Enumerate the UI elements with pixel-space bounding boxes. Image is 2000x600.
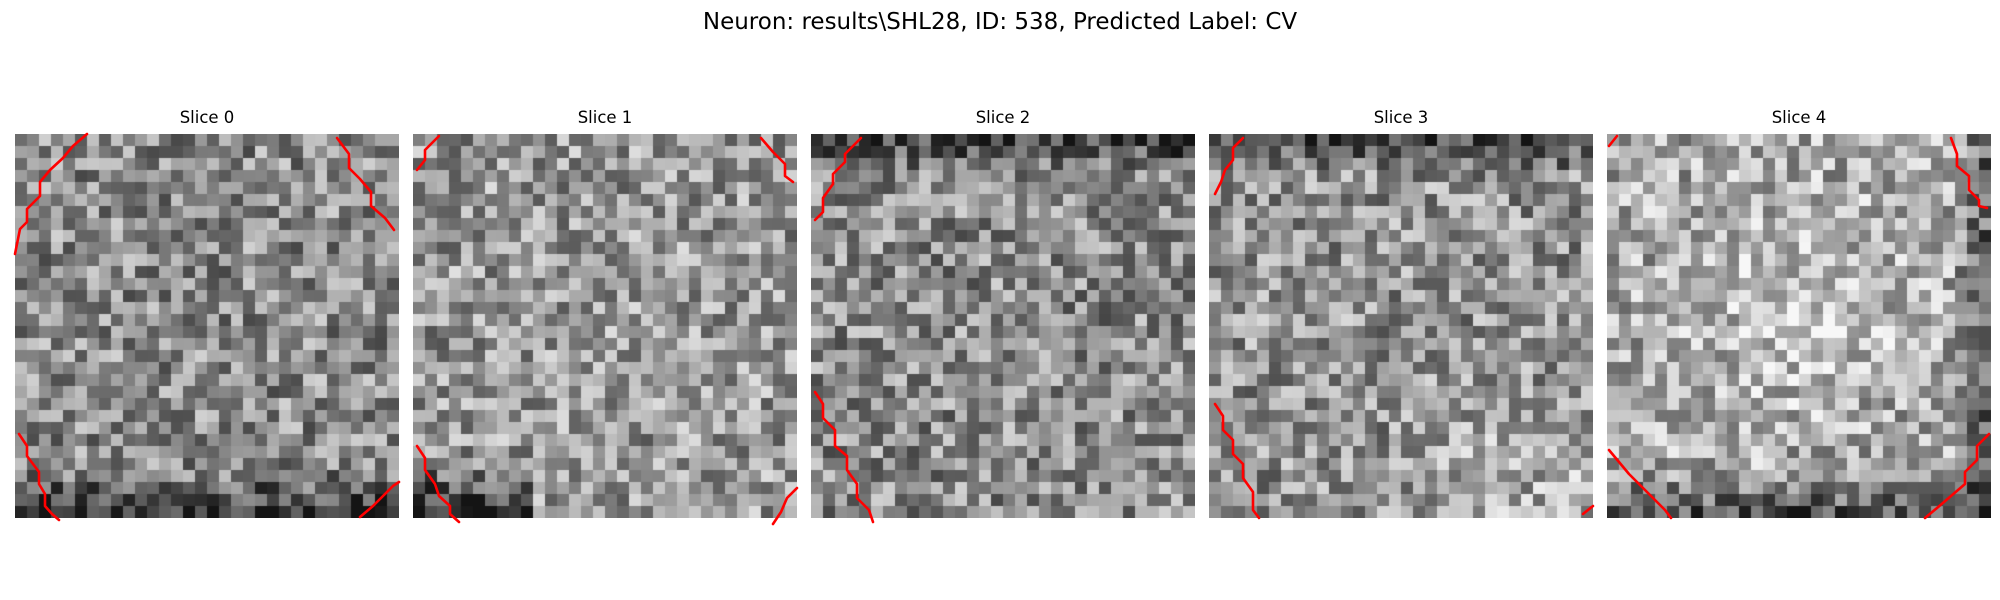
contour-overlay: [813, 136, 875, 524]
contour-line-top-right: [1949, 136, 1989, 210]
contour-line-bottom-right: [771, 486, 799, 526]
slice-title: Slice 4: [1771, 108, 1827, 127]
slice-image: [1209, 134, 1593, 518]
slice-image: [1607, 134, 1991, 518]
slice-title: Slice 0: [179, 108, 235, 127]
contour-overlay: [13, 132, 401, 522]
contour-line-top-left: [13, 132, 89, 256]
contour-line-bottom-right: [1581, 504, 1595, 516]
contour-overlay: [1213, 136, 1595, 520]
figure-title: Neuron: results\SHL28, ID: 538, Predicte…: [702, 9, 1298, 35]
slice-title: Slice 2: [975, 108, 1031, 127]
slice-title: Slice 1: [577, 108, 633, 127]
contour-line-top-right: [759, 136, 795, 184]
contour-overlay: [415, 134, 799, 526]
contour-line-bottom-left: [415, 444, 461, 524]
slice-panel-4: Slice 4: [1607, 108, 1991, 520]
contour-line-bottom-left: [17, 432, 61, 522]
contour-line-top-left: [813, 136, 863, 222]
contour-line-top-right: [335, 136, 396, 232]
contour-line-bottom-right: [1923, 432, 1991, 520]
slice-image: [413, 134, 797, 518]
contour-line-bottom-left: [813, 390, 875, 524]
slice-image: [811, 134, 1195, 518]
contour-overlay: [1607, 134, 1991, 520]
contour-line-top-left: [415, 134, 441, 172]
slice-panel-1: Slice 1: [413, 108, 799, 526]
contour-line-bottom-right: [358, 480, 401, 519]
slice-panel-3: Slice 3: [1209, 108, 1595, 520]
slice-title: Slice 3: [1373, 108, 1429, 127]
slice-image: [15, 134, 399, 518]
contour-line-top-left: [1607, 134, 1619, 148]
slice-panel-0: Slice 0: [13, 108, 401, 522]
contour-line-top-left: [1213, 136, 1245, 196]
slice-panel-2: Slice 2: [811, 108, 1195, 524]
contour-line-bottom-left: [1213, 402, 1261, 520]
contour-line-bottom-left: [1607, 448, 1673, 520]
